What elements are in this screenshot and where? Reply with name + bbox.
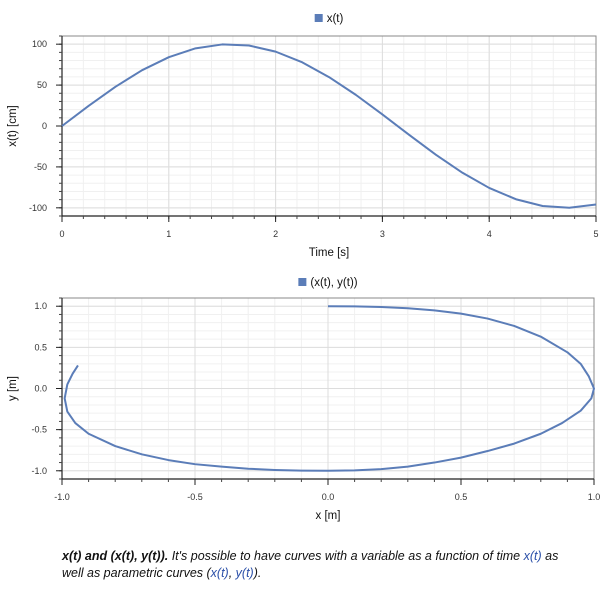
x-tick-label: 2 (273, 229, 278, 239)
caption-text-1: It's possible to have curves with a vari… (168, 549, 524, 563)
ticks: -1.0 -0.5 0.0 0.5 1.0 -1.0 -0.5 0.0 0.5 1.0 (31, 297, 600, 502)
y-axis-label: y [m] (7, 376, 19, 401)
x-tick-label: 1 (166, 229, 171, 239)
y-tick-label: 1.0 (34, 301, 47, 311)
y-axis-label: x(t) [cm] (7, 105, 19, 147)
caption-link-xt-param[interactable]: x(t) (210, 566, 229, 580)
x-tick-label: 0.5 (455, 492, 468, 502)
y-tick-label: 0 (42, 121, 47, 131)
legend-swatch (314, 14, 323, 22)
series-line (61, 43, 597, 209)
y-tick-label: 50 (37, 80, 47, 90)
x-tick-label: 4 (487, 229, 492, 239)
series-line (63, 305, 595, 472)
x-axis-label: Time [s] (309, 247, 349, 259)
x-tick-label: -1.0 (54, 492, 70, 502)
y-tick-label: 100 (32, 39, 47, 49)
chart-2: -1.0 -0.5 0.0 0.5 1.0 -1.0 -0.5 0.0 0.5 1.0 x [m] y… (7, 277, 600, 522)
y-tick-label: -1.0 (31, 466, 47, 476)
x-tick-label: 5 (593, 229, 598, 239)
x-tick-label: 3 (380, 229, 385, 239)
x-tick-label: -0.5 (187, 492, 203, 502)
y-tick-label: -50 (34, 162, 47, 172)
y-tick-label: 0.0 (34, 384, 47, 394)
y-tick-label: 0.5 (34, 342, 47, 352)
major-grid (61, 36, 597, 216)
x-tick-label: 1.0 (588, 492, 600, 502)
caption-bold: x(t) and (x(t), y(t)). (62, 549, 169, 563)
caption-text-3: , (228, 566, 236, 580)
chart-1: 0 1 2 3 4 5 -100 -50 0 50 100 Time [s] x(t) [cm] x(t) (7, 13, 599, 259)
caption-link-xt[interactable]: x(t) (523, 549, 542, 563)
figure-caption: x(t) and (x(t), y(t)). It's possible to … (62, 548, 582, 582)
y-tick-label: -0.5 (31, 425, 47, 435)
legend[interactable]: (x(t), y(t)) (298, 277, 358, 289)
legend-label: x(t) (327, 13, 344, 25)
x-tick-label: 0 (59, 229, 64, 239)
legend-label: (x(t), y(t)) (310, 277, 357, 289)
x-tick-label: 0.0 (322, 492, 335, 502)
legend-swatch (298, 278, 307, 286)
caption-text-4: ). (253, 566, 262, 580)
legend[interactable]: x(t) (314, 13, 344, 25)
ticks: 0 1 2 3 4 5 -100 -50 0 50 100 (29, 35, 599, 239)
y-tick-label: -100 (29, 203, 47, 213)
figure: 0 1 2 3 4 5 -100 -50 0 50 100 Time [s] x(t) [cm] x(t)… (7, 13, 600, 522)
caption-text-2: as well as parametric curves ( (62, 549, 559, 580)
caption-link-yt[interactable]: y(t) (235, 566, 254, 580)
x-axis-label: x [m] (316, 510, 341, 522)
